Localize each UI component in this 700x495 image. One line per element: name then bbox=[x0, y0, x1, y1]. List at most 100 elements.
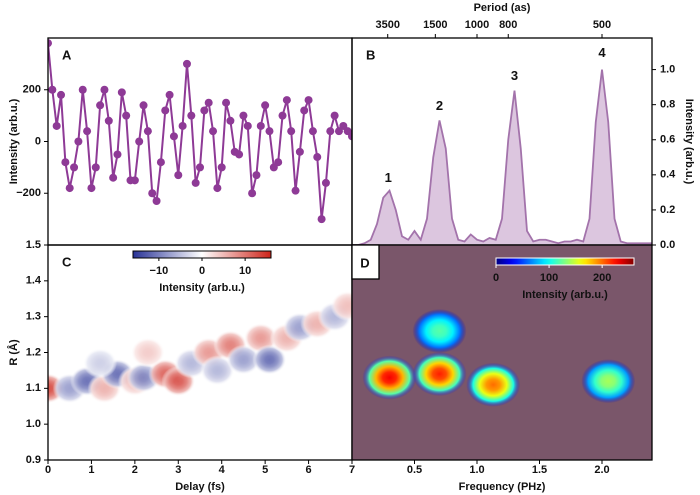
data-point bbox=[204, 98, 213, 107]
data-point bbox=[321, 178, 330, 187]
data-point bbox=[70, 163, 79, 172]
x-axis-label: Delay (fs) bbox=[175, 481, 225, 493]
data-point bbox=[169, 132, 178, 141]
x-tick-label: 3 bbox=[175, 464, 181, 476]
heatmap-blob bbox=[200, 355, 235, 386]
data-point bbox=[313, 153, 322, 162]
heatmap-blob bbox=[581, 359, 636, 404]
panel-letter: C bbox=[62, 254, 72, 269]
colorbar-tick-label: 100 bbox=[540, 272, 558, 284]
data-point bbox=[178, 121, 187, 130]
data-point bbox=[304, 96, 313, 105]
data-point bbox=[74, 137, 83, 146]
panel-background bbox=[352, 245, 652, 460]
heatmap-blob bbox=[83, 348, 118, 379]
data-point bbox=[83, 127, 92, 136]
data-point bbox=[135, 137, 144, 146]
colorbar-tick-label: 10 bbox=[239, 265, 251, 277]
panel-frame bbox=[47, 37, 353, 246]
data-point bbox=[217, 163, 226, 172]
panel-letter: D bbox=[360, 255, 369, 270]
data-point bbox=[213, 184, 222, 193]
colorbar-tick-label: 200 bbox=[593, 272, 611, 284]
y-tick-label: 0.8 bbox=[660, 99, 675, 111]
data-point bbox=[226, 116, 235, 125]
y-tick-label: 0.0 bbox=[660, 239, 675, 251]
y-tick-label: 200 bbox=[23, 84, 41, 96]
data-point bbox=[291, 186, 300, 195]
data-point bbox=[274, 158, 283, 167]
data-point bbox=[187, 111, 196, 120]
panel-2 bbox=[48, 290, 352, 404]
colorbar-tick-label: 0 bbox=[493, 272, 499, 284]
colorbar-tick-label: 0 bbox=[199, 265, 205, 277]
data-point bbox=[104, 116, 113, 125]
data-point bbox=[148, 189, 157, 198]
x-tick-label: 5 bbox=[262, 464, 268, 476]
heatmap-blob bbox=[252, 344, 287, 375]
x2-tick-label: 500 bbox=[593, 19, 611, 31]
data-point bbox=[96, 101, 105, 110]
heatmap-blob bbox=[130, 337, 165, 368]
data-point bbox=[235, 150, 244, 159]
data-point bbox=[52, 121, 61, 130]
data-point bbox=[100, 85, 109, 94]
data-point bbox=[191, 178, 200, 187]
heatmap-blob bbox=[412, 352, 467, 396]
data-point bbox=[300, 106, 309, 115]
y-tick-label: 0.6 bbox=[660, 134, 675, 146]
data-point bbox=[174, 171, 183, 180]
y-tick-label: 0.4 bbox=[660, 169, 676, 181]
data-point bbox=[65, 184, 74, 193]
y-axis-label: R (Å) bbox=[7, 339, 20, 366]
x-tick-label: 0 bbox=[45, 464, 51, 476]
x2-tick-label: 800 bbox=[499, 19, 517, 31]
data-point bbox=[265, 127, 274, 136]
y-tick-label: 1.4 bbox=[26, 275, 42, 287]
y-tick-label: 1.2 bbox=[26, 346, 41, 358]
data-point bbox=[287, 127, 296, 136]
data-line bbox=[48, 43, 352, 220]
y-tick-label: 1.3 bbox=[26, 311, 41, 323]
data-point bbox=[239, 111, 248, 120]
y-tick-label: 0.2 bbox=[660, 204, 675, 216]
x-tick-label: 0.5 bbox=[407, 464, 422, 476]
peak-label: 2 bbox=[436, 98, 443, 113]
heatmap-blob bbox=[362, 355, 417, 400]
data-point bbox=[209, 127, 218, 136]
x2-tick-label: 1000 bbox=[465, 19, 489, 31]
data-point bbox=[117, 88, 126, 97]
y-axis-label: Intensity (arb.u.) bbox=[8, 98, 20, 184]
data-point bbox=[152, 197, 161, 206]
x-tick-label: 1.5 bbox=[532, 464, 547, 476]
heatmap-blob bbox=[466, 362, 521, 407]
data-point bbox=[122, 111, 131, 120]
data-point bbox=[261, 101, 270, 110]
x-tick-label: 1.0 bbox=[469, 464, 484, 476]
panel-letter: B bbox=[366, 47, 375, 62]
data-point bbox=[222, 98, 231, 107]
data-point bbox=[161, 106, 170, 115]
x2-axis-label: Period (as) bbox=[474, 2, 531, 14]
y-axis-label: Intensity (arb.u.) bbox=[683, 99, 695, 185]
panel-3 bbox=[352, 245, 652, 460]
data-point bbox=[295, 147, 304, 156]
data-point bbox=[78, 85, 87, 94]
data-point bbox=[87, 184, 96, 193]
y-tick-label: 1.5 bbox=[26, 239, 41, 251]
peak-label: 1 bbox=[385, 170, 392, 185]
x2-tick-label: 3500 bbox=[375, 19, 399, 31]
data-point bbox=[156, 158, 165, 167]
data-point bbox=[252, 171, 261, 180]
data-point bbox=[317, 215, 326, 224]
data-point bbox=[200, 106, 209, 115]
peak-label: 4 bbox=[598, 45, 606, 60]
colorbar bbox=[495, 257, 635, 266]
data-point bbox=[61, 158, 70, 167]
data-point bbox=[348, 132, 352, 141]
data-point bbox=[165, 90, 174, 99]
colorbar bbox=[132, 250, 272, 259]
panel-letter: A bbox=[62, 47, 72, 62]
heatmap-blob bbox=[412, 309, 467, 353]
